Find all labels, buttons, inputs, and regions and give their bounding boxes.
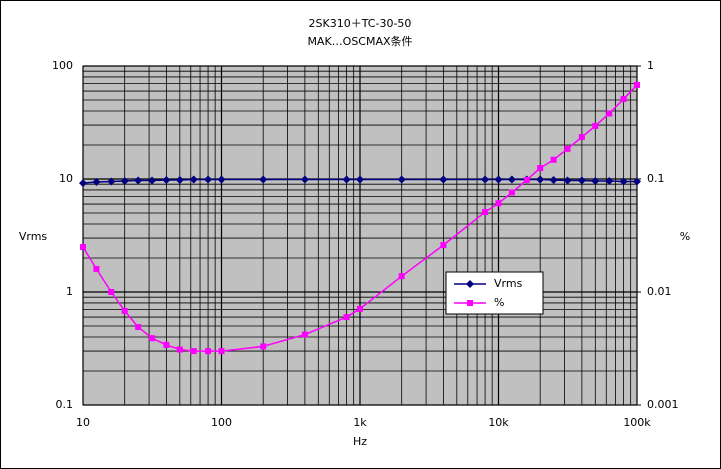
marker [440, 242, 447, 249]
x-tick-label: 1k [353, 416, 367, 429]
x-tick-label: 100k [623, 416, 651, 429]
marker [218, 348, 225, 355]
chart-subtitle: MAK…OSCMAX条件 [307, 34, 412, 48]
marker [205, 348, 212, 355]
chart-title: 2SK310＋TC-30-50 [309, 17, 412, 30]
marker [495, 200, 502, 207]
marker [134, 176, 143, 185]
marker [190, 348, 197, 355]
marker [620, 96, 627, 103]
plot-area [82, 65, 641, 406]
marker [260, 343, 267, 350]
marker [342, 175, 351, 184]
marker [162, 175, 171, 184]
marker [204, 175, 213, 184]
marker [135, 324, 142, 331]
marker [398, 273, 405, 280]
marker [301, 331, 308, 338]
plot-border [82, 65, 638, 406]
marker [439, 175, 448, 184]
marker [80, 244, 86, 251]
legend-label: % [494, 296, 504, 309]
marker [343, 314, 350, 321]
legend-box [445, 271, 544, 315]
marker [549, 175, 558, 184]
x-tick-label: 10k [488, 416, 509, 429]
y2-tick-label: 0.01 [647, 285, 672, 298]
x-axis-label: Hz [353, 435, 367, 448]
marker [121, 307, 128, 314]
y-tick-label: 1 [66, 285, 73, 298]
marker [507, 175, 516, 184]
marker [79, 179, 87, 188]
marker [633, 177, 641, 186]
marker [494, 175, 503, 184]
marker [564, 145, 571, 152]
marker [508, 189, 515, 196]
marker [591, 177, 600, 186]
marker [148, 176, 157, 185]
marker [537, 165, 544, 172]
legend-marker [467, 300, 473, 306]
legend-marker [466, 280, 474, 288]
y2-tick-label: 0.1 [647, 172, 665, 185]
x-tick-label: 10 [76, 416, 90, 429]
marker [176, 346, 183, 353]
marker [523, 176, 530, 183]
marker [578, 134, 585, 141]
marker [481, 175, 490, 184]
marker [577, 176, 586, 185]
x-tick-label: 100 [211, 416, 232, 429]
marker [606, 110, 613, 117]
marker [357, 305, 363, 312]
marker [93, 265, 100, 272]
y2-axis-label: % [680, 230, 690, 243]
legend-label: Vrms [494, 277, 523, 290]
y-tick-label: 100 [52, 59, 73, 72]
marker [107, 177, 116, 186]
marker [482, 209, 489, 216]
marker [92, 178, 101, 187]
marker [217, 175, 226, 184]
marker [563, 176, 572, 185]
marker [592, 122, 599, 129]
marker [619, 177, 628, 186]
marker [634, 81, 640, 88]
y2-tick-label: 1 [647, 59, 654, 72]
y-tick-label: 10 [59, 172, 73, 185]
y2-tick-label: 0.001 [647, 398, 679, 411]
y-axis-label: Vrms [19, 230, 48, 243]
marker [259, 175, 268, 184]
marker [300, 175, 309, 184]
marker [550, 156, 557, 163]
marker [108, 289, 115, 295]
marker [189, 175, 198, 184]
marker [356, 175, 364, 184]
y-tick-label: 0.1 [56, 398, 74, 411]
marker [163, 341, 170, 348]
marker [149, 335, 156, 342]
marker [605, 177, 614, 186]
marker [397, 175, 406, 184]
marker [175, 175, 184, 184]
marker [536, 175, 545, 184]
marker [120, 177, 129, 186]
